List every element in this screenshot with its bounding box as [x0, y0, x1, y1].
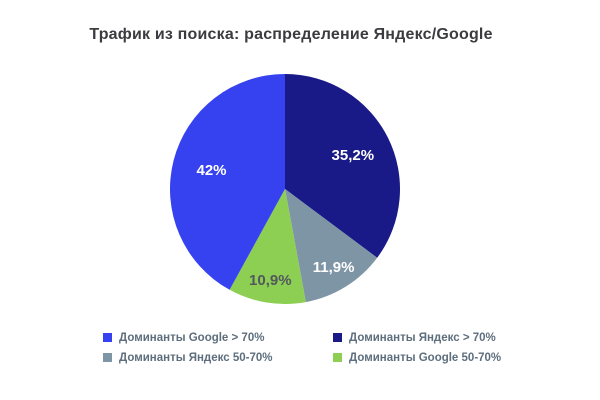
legend-marker-icon	[333, 353, 342, 362]
pie-slice-1	[285, 189, 378, 303]
legend-marker-icon	[103, 353, 112, 362]
legend-item-google-50-70: Доминанты Google 50-70%	[333, 351, 501, 364]
chart-title: Трафик из поиска: распределение Яндекс/G…	[89, 26, 493, 43]
pie-slice-label-3: 42%	[196, 162, 226, 179]
chart-legend: Доминанты Google > 70% Доминанты Яндекс …	[103, 331, 501, 364]
pie-slice-0	[285, 74, 401, 258]
legend-marker-icon	[103, 333, 112, 342]
pie-slice-3	[169, 74, 285, 290]
pie-slice-label-2: 10,9%	[249, 272, 292, 289]
pie-slice-label-0: 35,2%	[332, 147, 375, 164]
legend-label: Доминанты Google > 70%	[119, 331, 265, 344]
legend-item-yandex-50-70: Доминанты Яндекс 50-70%	[103, 351, 333, 364]
legend-item-google-gt70: Доминанты Google > 70%	[103, 331, 333, 344]
legend-item-yandex-gt70: Доминанты Яндекс > 70%	[333, 331, 501, 344]
legend-label: Доминанты Яндекс > 70%	[349, 331, 496, 344]
legend-label: Доминанты Яндекс 50-70%	[119, 351, 273, 364]
legend-marker-icon	[333, 333, 342, 342]
pie-slice-label-1: 11,9%	[313, 259, 355, 276]
legend-label: Доминанты Google 50-70%	[349, 351, 502, 364]
pie-slice-2	[229, 189, 306, 305]
